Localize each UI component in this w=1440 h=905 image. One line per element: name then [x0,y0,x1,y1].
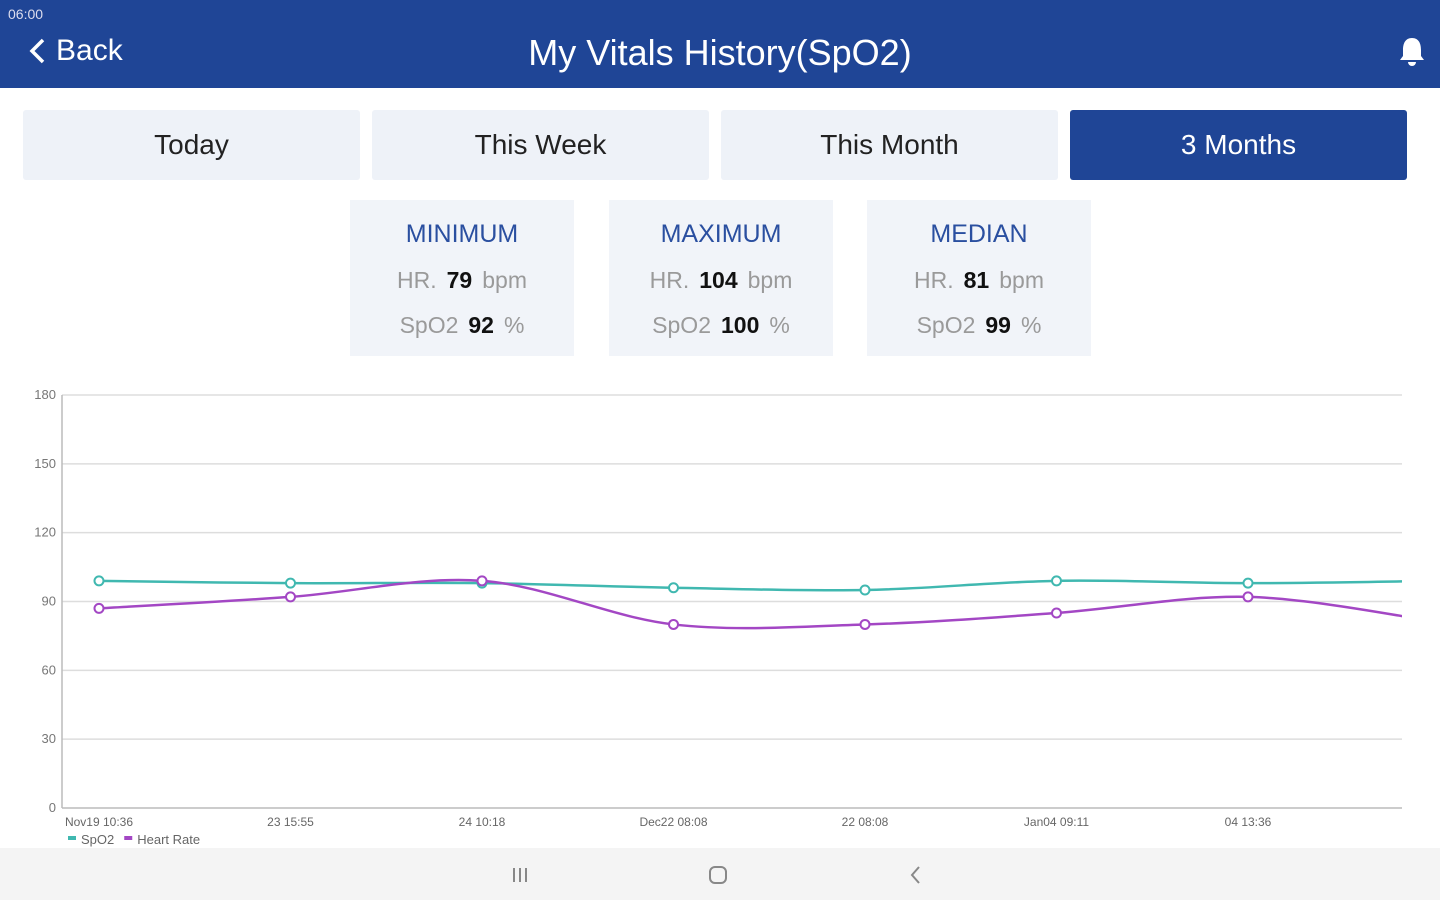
tab[interactable]: This Month [721,110,1058,180]
stat-row: SpO2 99% [867,312,1091,339]
nav-icons [513,866,920,884]
stat-value: 104 [699,267,738,293]
y-tick-label: 60 [42,662,56,677]
stat-unit: bpm [747,267,793,293]
page-title: My Vitals History(SpO2) [528,32,912,73]
y-tick-label: 150 [34,456,56,471]
stat-value: 79 [446,267,473,293]
stat-value: 99 [985,312,1011,338]
stat-row: HR. 81 bpm [867,267,1091,294]
stat-row: SpO2 100% [609,312,833,339]
stat-value: 92 [468,312,494,338]
point [859,584,871,596]
point [1242,591,1254,603]
stat-label: MAXIMUM [660,220,782,248]
y-tick-label: 180 [34,387,56,402]
stat-name: HR. [649,267,690,293]
y-tick-label: 120 [34,525,56,540]
point [859,618,871,630]
app-bar: 06:00 Back My Vitals History(SpO2) [0,0,1440,88]
x-tick-label: Dec22 08:08 [639,815,707,829]
back-label: Back [56,34,123,67]
stat-unit: % [769,312,790,338]
stat-card: MEDIAN HR. 81 bpm SpO2 99% [867,200,1091,356]
x-tick-label: Jan04 09:11 [1024,815,1089,829]
x-tick-label: 23 15:55 [267,815,314,829]
tab[interactable]: Today [23,110,360,180]
point [285,577,296,589]
bell-icon[interactable] [1398,36,1426,66]
back-button[interactable]: Back [28,34,123,68]
tab[interactable]: This Week [372,110,709,180]
stat-unit: % [1020,312,1042,338]
point [668,618,679,630]
point [93,575,105,587]
x-tick-label: Nov19 10:36 [65,815,133,829]
stat-card: MINIMUM HR. 79 bpm SpO2 92% [350,200,574,356]
back-icon [29,38,45,64]
y-tick-label: 90 [42,594,56,609]
stat-unit: bpm [482,267,527,293]
chart: 0 30 60 90 120 150 180 Nov19 10:36 23 15:55 24 10… [34,387,1402,847]
stat-name: SpO2 [916,312,976,338]
y-tick-label: 0 [49,800,56,815]
stat-name: HR. [397,267,437,293]
point [668,582,679,594]
stat-card: MAXIMUM HR. 104 bpm SpO2 100% [609,200,833,356]
point [1051,575,1062,587]
y-tick-label: 30 [42,731,56,746]
stat-unit: % [503,312,525,338]
point [285,591,296,603]
status-time: 06:00 [8,6,44,22]
x-tick-label: 22 08:08 [842,815,889,829]
stat-value: 81 [963,267,990,293]
point [1051,607,1062,619]
point [1242,577,1254,589]
tab[interactable]: 3 Months [1070,110,1407,180]
stat-name: HR. [914,267,954,293]
x-tick-label: 04 13:36 [1225,815,1272,829]
legend-swatch [124,836,133,840]
legend-swatch [68,836,76,840]
legend-label: SpO2 [81,832,114,847]
stat-label: MEDIAN [930,220,1028,248]
line [98,579,1402,592]
stat-row: SpO2 92% [350,312,574,339]
stat-value: 100 [721,312,760,338]
point [93,602,105,614]
stat-name: SpO2 [399,312,459,338]
stat-unit: bpm [999,267,1044,293]
stat-row: HR. 79 bpm [350,267,574,294]
x-tick-label: 24 10:18 [459,815,506,829]
plot [93,575,1402,630]
legend-label: Heart Rate [137,832,200,847]
stat-name: SpO2 [652,312,711,338]
line [98,578,1402,630]
stat-label: MINIMUM [405,220,519,248]
stat-row: HR. 104 bpm [609,267,833,294]
point [476,575,488,587]
nav-bar [0,848,1440,900]
